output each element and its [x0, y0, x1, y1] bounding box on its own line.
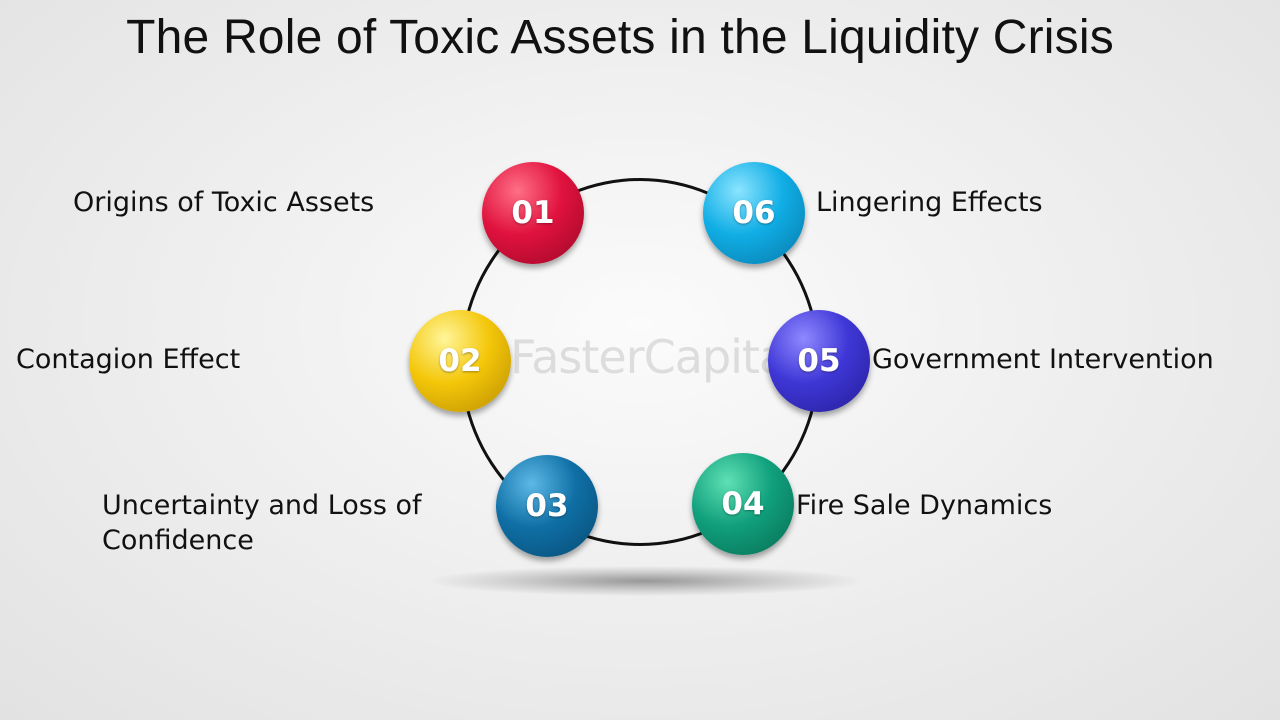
step-label-02: Contagion Effect	[16, 344, 241, 375]
watermark-logo: FasterCapital	[510, 330, 780, 384]
step-number: 06	[732, 195, 776, 231]
step-node-06: 06	[703, 162, 805, 264]
ring-shadow	[430, 566, 860, 596]
step-number: 04	[721, 486, 765, 522]
step-node-04: 04	[692, 453, 794, 555]
step-number: 02	[438, 343, 482, 379]
step-node-05: 05	[768, 310, 870, 412]
step-label-05: Government Intervention	[872, 344, 1214, 375]
step-label-01: Origins of Toxic Assets	[73, 187, 375, 218]
step-node-03: 03	[496, 455, 598, 557]
step-label-06: Lingering Effects	[816, 187, 1043, 218]
step-number: 05	[797, 343, 841, 379]
step-node-01: 01	[482, 162, 584, 264]
step-number: 01	[511, 195, 555, 231]
step-label-04: Fire Sale Dynamics	[796, 490, 1053, 521]
page-title: The Role of Toxic Assets in the Liquidit…	[126, 11, 1114, 64]
step-node-02: 02	[409, 310, 511, 412]
step-number: 03	[525, 488, 569, 524]
step-label-03: Uncertainty and Loss of Confidence	[102, 490, 422, 556]
